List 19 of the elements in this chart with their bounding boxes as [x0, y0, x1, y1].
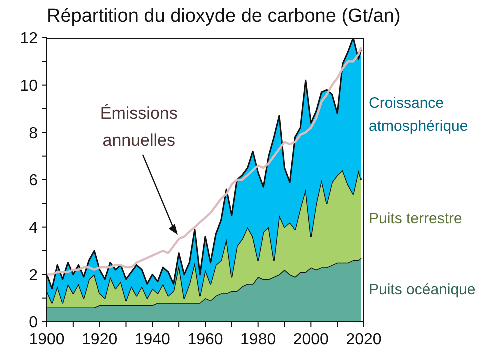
x-tick-label: 1920: [82, 331, 118, 348]
y-tick-label: 0: [29, 314, 38, 332]
y-tick-label: 6: [29, 172, 38, 190]
x-tick-label: 1960: [188, 331, 224, 348]
x-tick-label: 2000: [293, 331, 330, 348]
series-label: Croissance atmosphérique: [369, 94, 470, 137]
y-tick-label: 10: [20, 78, 38, 96]
annotation: Émissions annuelles: [99, 102, 179, 152]
y-tick-label: 2: [29, 267, 38, 284]
x-tick-label: 1900: [29, 331, 65, 348]
x-tick-label: 2020: [346, 331, 382, 348]
x-tick-label: 1940: [134, 331, 171, 348]
series-label: Puits terrestre: [369, 210, 464, 230]
y-tick-label: 12: [20, 30, 38, 48]
series-label: Puits océanique: [369, 280, 477, 301]
x-tick-label: 1980: [240, 331, 276, 348]
y-tick-label: 8: [29, 125, 38, 142]
y-tick-label: 4: [29, 220, 38, 238]
chart-title: Répartition du dioxyde de carbone (Gt/an): [47, 6, 401, 28]
